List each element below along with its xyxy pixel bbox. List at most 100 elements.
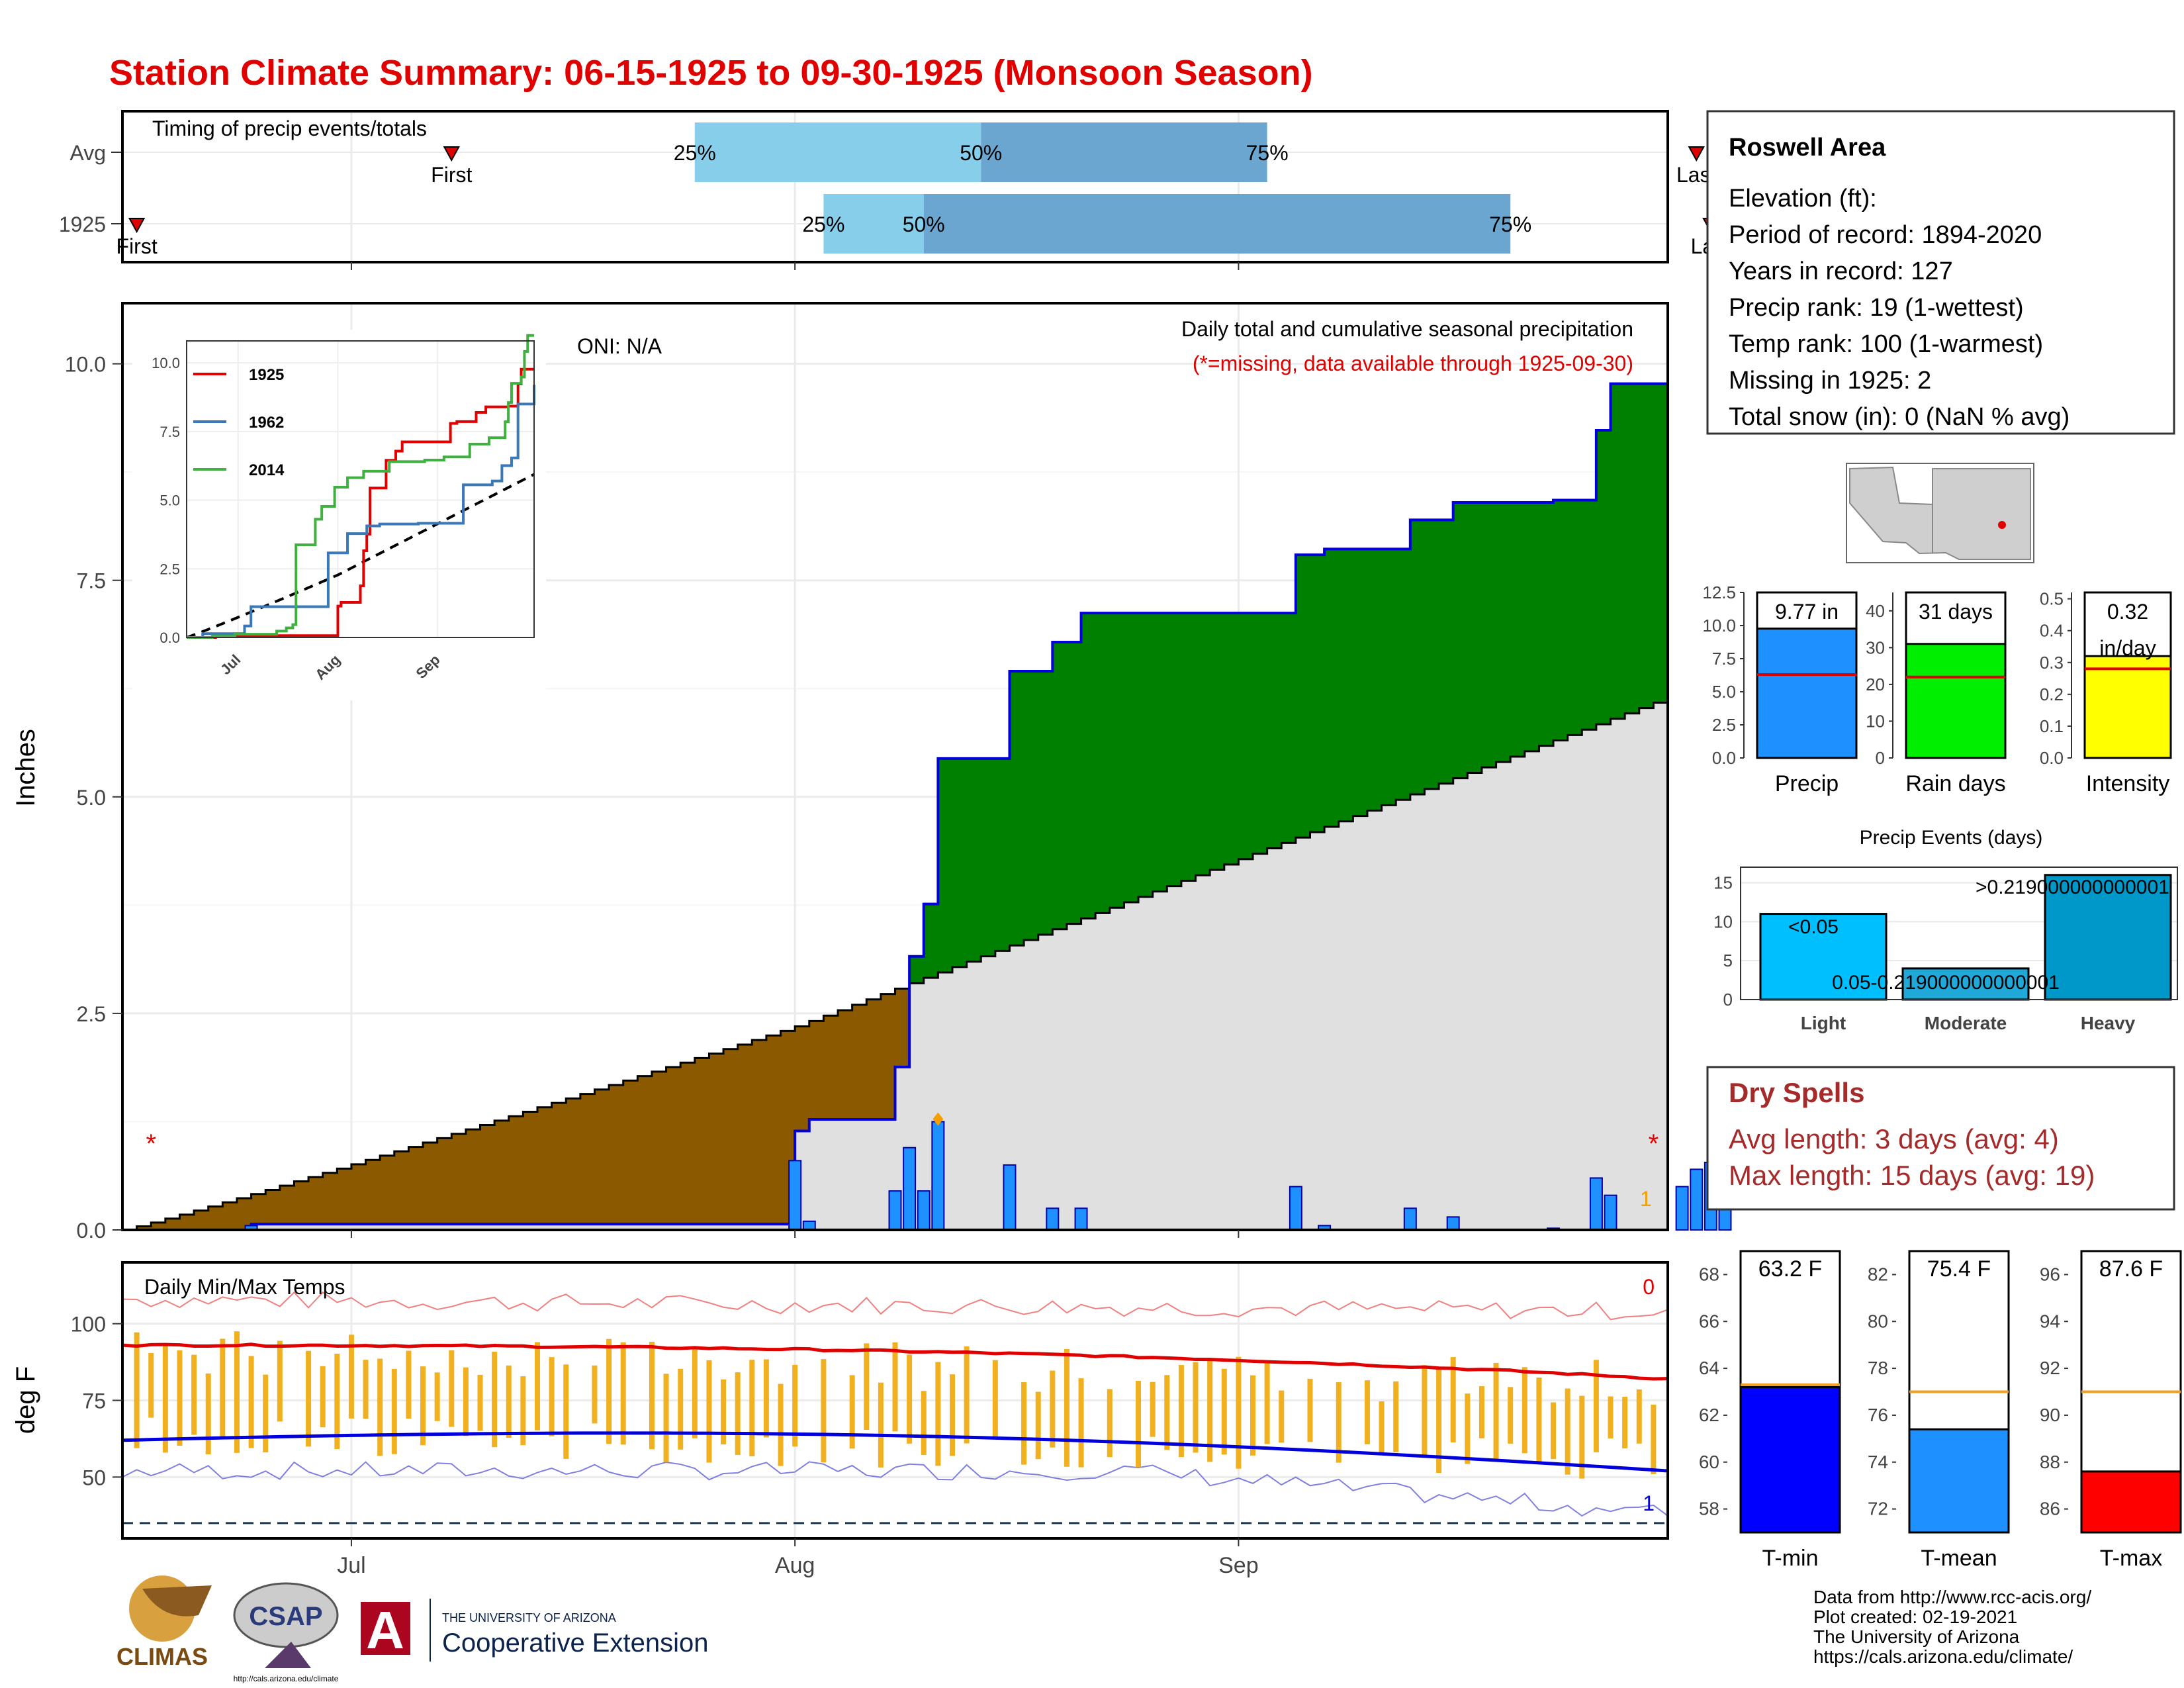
daily-temp-range [1565,1388,1570,1475]
tmax-x-label: T-max [2100,1546,2162,1571]
raindays-value-label: 31 days [1919,600,1993,624]
daily-temp-range [692,1346,698,1438]
daily-temp-range [1236,1356,1242,1469]
map-region [1849,466,2031,560]
event-category: Moderate [1925,1013,2007,1033]
precip-x-label: Precip [1775,771,1839,796]
daily-temp-range [1250,1375,1256,1456]
intensity-y-tick: 0.5 [2040,589,2064,609]
inset-y-tick: 0.0 [159,630,180,646]
daily-temp-range [1450,1357,1456,1443]
credit-line: The University of Arizona [1813,1626,2020,1647]
daily-precip-bar [1589,1177,1603,1231]
daily-precip-bar [1690,1168,1704,1231]
daily-precip-bar [903,1147,917,1231]
events-y-tick: 10 [1713,912,1733,931]
daily-temp-range [1150,1382,1156,1437]
daily-temp-range [1336,1382,1342,1463]
daily-temp-range [649,1341,655,1450]
right-count: 1 [1640,1187,1652,1211]
daily-temp-range [277,1340,283,1422]
daily-temp-range [534,1342,540,1430]
legend-label: 1925 [249,366,284,384]
intensity-y-tick: 0.1 [2040,716,2064,736]
station-info-line: Elevation (ft): [1729,185,1877,212]
timing-p75: 75% [1246,141,1289,165]
dry-spells-title: Dry Spells [1729,1077,1864,1108]
event-label-heavy: >0.219000000000001 [1976,876,2169,898]
intensity-y-tick: 0.0 [2040,748,2064,768]
station-info-line: Total snow (in): 0 (NaN % avg) [1729,403,2070,431]
tmin-x-label: T-min [1762,1546,1819,1571]
climas-logo-shape [142,1585,212,1617]
intensity-bar [2083,655,2172,759]
deficit-area [136,988,910,1230]
event-label-moderate: 0.05-0.219000000000001 [1832,972,2060,994]
daily-temp-range [377,1358,383,1456]
temp-y-tick: 75 [82,1389,106,1413]
precip-bar [1756,628,1858,759]
daily-temp-range [1493,1362,1499,1460]
daily-temp-range [1207,1360,1213,1462]
raindays-y-tick: 30 [1866,637,1885,657]
daily-temp-range [778,1383,784,1466]
daily-temp-range [263,1374,269,1453]
credit-line: Plot created: 02-19-2021 [1813,1607,2017,1627]
daily-temp-range [1021,1382,1027,1465]
y-tick-label: 7.5 [77,569,106,593]
intensity-y-tick: 0.4 [2040,621,2064,641]
tmin-y-tick: 60 [1699,1452,1719,1472]
event-label-light: <0.05 [1788,916,1839,938]
timing-label: Timing of precip events/totals [152,117,427,140]
timing-p25: 25% [802,212,844,236]
station-location-marker [1998,521,2006,529]
record-high-line [122,1291,1668,1321]
tmin-y-tick: 58 [1699,1499,1719,1519]
daily-temp-range [892,1342,898,1432]
timing-p50: 50% [960,141,1002,165]
daily-temp-range [706,1360,712,1463]
intensity-unit-label: in/day [2099,636,2156,660]
daily-temp-range [1193,1362,1199,1453]
tmin-y-tick: 64 [1699,1358,1719,1378]
daily-temp-range [1422,1365,1428,1458]
daily-temp-range [248,1356,254,1448]
tmin-y-tick: 62 [1699,1405,1719,1425]
missing-marker-start: * [146,1129,156,1158]
climatology-area [122,697,1668,1230]
inset-1962-line [187,385,535,639]
daily-temp-range [1465,1393,1471,1464]
temp-y-tick: 100 [71,1313,106,1336]
precip-y-tick: 10.0 [1702,616,1736,635]
daily-temp-range [1035,1391,1041,1460]
main-heading: Daily total and cumulative seasonal prec… [1181,317,1633,341]
daily-precip-bar [917,1190,931,1231]
daily-precip-bar [1074,1207,1088,1231]
inset-1925-line [187,367,534,639]
daily-temp-range [191,1354,197,1435]
first-label: First [431,163,472,187]
daily-temp-range [1579,1395,1585,1479]
timing-row-label: Avg [69,141,106,165]
station-info-line: Period of record: 1894-2020 [1729,221,2042,249]
daily-precip-bar [888,1190,902,1231]
daily-temp-range [348,1335,354,1419]
daily-temp-range [563,1364,569,1459]
timing-bar-50-75 [923,194,1511,254]
y-tick-label: 0.0 [77,1219,106,1243]
station-info-line: Missing in 1925: 2 [1729,367,1931,395]
daily-temp-range [1651,1404,1657,1474]
timing-frame [121,110,1669,263]
timing-p75: 75% [1489,212,1531,236]
daily-temp-range [306,1350,312,1447]
tmean-y-tick: 74 [1868,1452,1888,1472]
events-y-tick: 15 [1713,873,1733,893]
ua-logo-block [361,1602,410,1655]
inset-clim-line [186,473,535,639]
timing-bar-25-50 [823,194,924,254]
daily-temp-range [992,1360,998,1439]
tmax-bar [2080,1470,2182,1534]
csap-logo-url: http://cals.arizona.edu/climate [234,1674,339,1683]
climas-logo-text: CLIMAS [116,1643,208,1670]
